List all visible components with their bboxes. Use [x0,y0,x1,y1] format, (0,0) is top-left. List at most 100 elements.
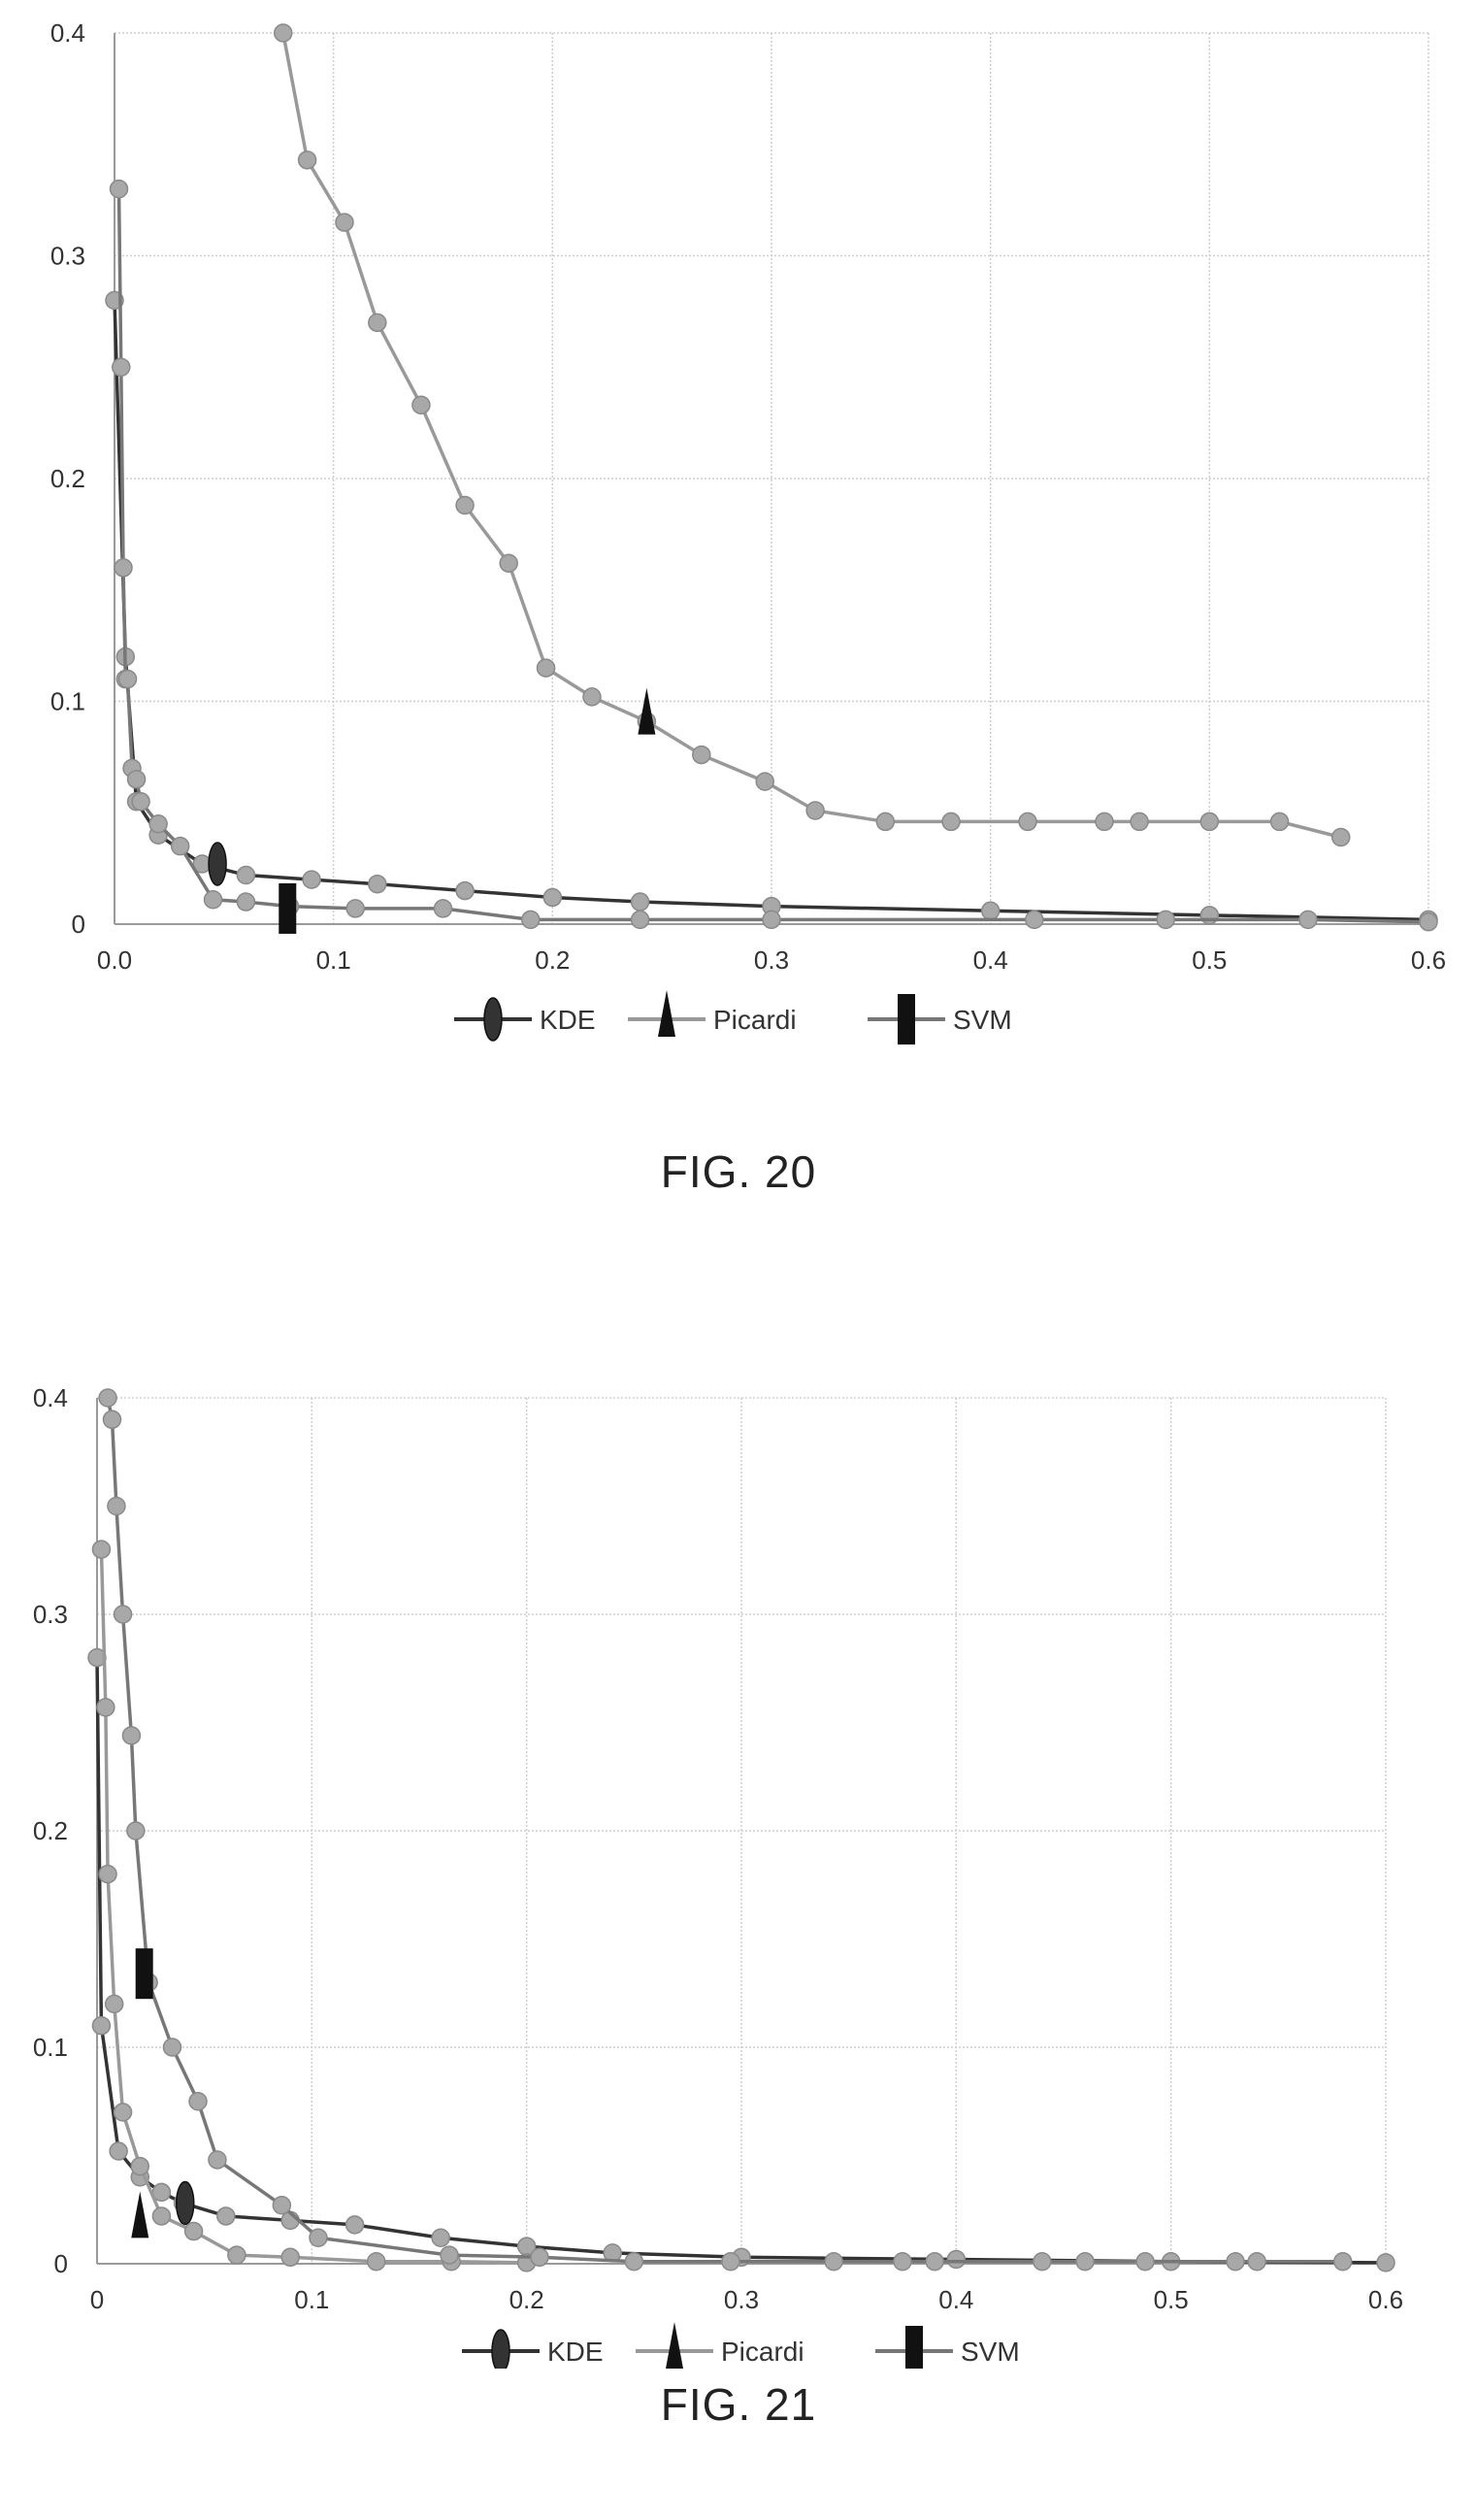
data-point [530,2247,549,2268]
data-point [109,2141,128,2161]
legend-marker-icon [483,997,503,1042]
x-tick-label: 0.0 [97,945,132,975]
data-point [1376,2253,1395,2272]
data-point [345,899,365,918]
data-point [104,1994,124,2014]
data-point [126,1821,146,1840]
series-svm [98,1388,1353,2271]
data-point [630,892,650,912]
legend-item-picardi: Picardi [636,2322,804,2369]
data-point [170,836,190,856]
y-tick-label: 0.1 [50,687,85,716]
data-point [112,357,131,377]
data-point [102,1409,122,1430]
x-tick-label: 0.4 [973,945,1008,975]
legend-marker-icon [491,2329,510,2369]
series-key-marker [135,1948,153,2000]
series-line [95,1657,1387,2265]
data-point [302,870,321,889]
legend-item-svm: SVM [875,2326,1020,2369]
data-point [216,2206,236,2226]
series-line [99,1549,527,2265]
data-point [411,395,431,415]
data-point [1130,812,1149,832]
legend: KDE Picardi SVM [462,2322,1020,2369]
x-tick-label: 0.2 [535,945,570,975]
data-point [114,558,133,578]
legend-label: SVM [953,1005,1012,1035]
y-tick-label: 0.1 [33,2033,68,2062]
data-point [542,887,563,908]
y-tick-label: 0.3 [50,242,85,271]
legend-item-svm: SVM [868,994,1012,1044]
chart-fig-21: 0 0.1 0.2 0.3 0.4 0.5 0.6 0 0.1 0.2 0.3 0.4 KDE Picar… [33,1383,1403,2369]
series-key-marker [175,2180,195,2226]
chart-fig-20: 0.0 0.1 0.2 0.3 0.4 0.5 0.6 0 0.1 0.2 0.3 0.4 KDE Pic… [50,18,1446,1044]
data-point [335,213,354,232]
data-point [107,1496,126,1516]
series-line [106,1397,1343,2264]
series-line [116,188,1429,924]
x-tick-label: 0.6 [1411,945,1446,975]
data-point [499,553,518,573]
data-point [345,2215,365,2235]
data-point [113,2103,133,2122]
x-tick-label: 0.3 [754,945,789,975]
data-point [440,2245,459,2265]
legend: KDE Picardi SVM [454,990,1012,1044]
data-point [692,745,711,765]
data-point [1033,2252,1052,2271]
data-point [131,792,150,812]
data-point [297,150,317,170]
data-point [368,874,387,894]
x-tick-label: 0.5 [1192,945,1227,975]
x-tick-label: 0.6 [1368,2285,1403,2314]
data-point [980,901,1001,920]
data-point [91,1540,112,1559]
x-tick-label: 0.1 [294,2285,329,2314]
y-tick-label: 0 [72,910,85,939]
data-point [755,772,774,791]
data-point [227,2245,246,2265]
data-point [1269,812,1290,832]
x-tick-label: 0.1 [316,945,351,975]
legend-marker-icon [898,994,915,1044]
legend-label: Picardi [713,1005,797,1035]
data-point [1199,812,1220,832]
data-point [455,495,475,515]
data-point [1419,912,1438,932]
data-point [91,2015,112,2036]
y-tick-label: 0.4 [50,18,85,48]
data-point [946,2249,967,2270]
data-point [151,2206,172,2226]
y-tick-label: 0.4 [33,1383,68,1412]
data-point [162,2038,182,2057]
data-point [941,812,961,832]
data-point [121,1726,142,1745]
legend-marker-icon [666,2322,683,2369]
data-point [208,2150,227,2170]
data-point [366,2252,386,2271]
legend-marker-icon [905,2326,923,2369]
data-point [1095,812,1114,832]
data-point [1156,910,1175,930]
data-point [1226,2252,1245,2271]
data-point [875,812,896,832]
y-tick-label: 0.2 [33,1816,68,1845]
legend-item-kde: KDE [462,2329,604,2369]
figure-caption: FIG. 21 [660,2379,817,2430]
series-key-marker [638,687,656,735]
data-point [433,899,453,918]
legend-label: Picardi [721,2337,804,2367]
data-point [1298,910,1318,930]
x-tick-label: 0.3 [724,2285,759,2314]
data-point [925,2252,944,2271]
data-point [96,1698,115,1717]
data-point [1332,2252,1353,2271]
data-point [272,2196,292,2215]
data-point [109,179,129,199]
data-point [1018,812,1037,832]
series-key-marker [279,882,297,934]
y-tick-label: 0.2 [50,464,85,493]
legend-label: KDE [540,1005,596,1035]
